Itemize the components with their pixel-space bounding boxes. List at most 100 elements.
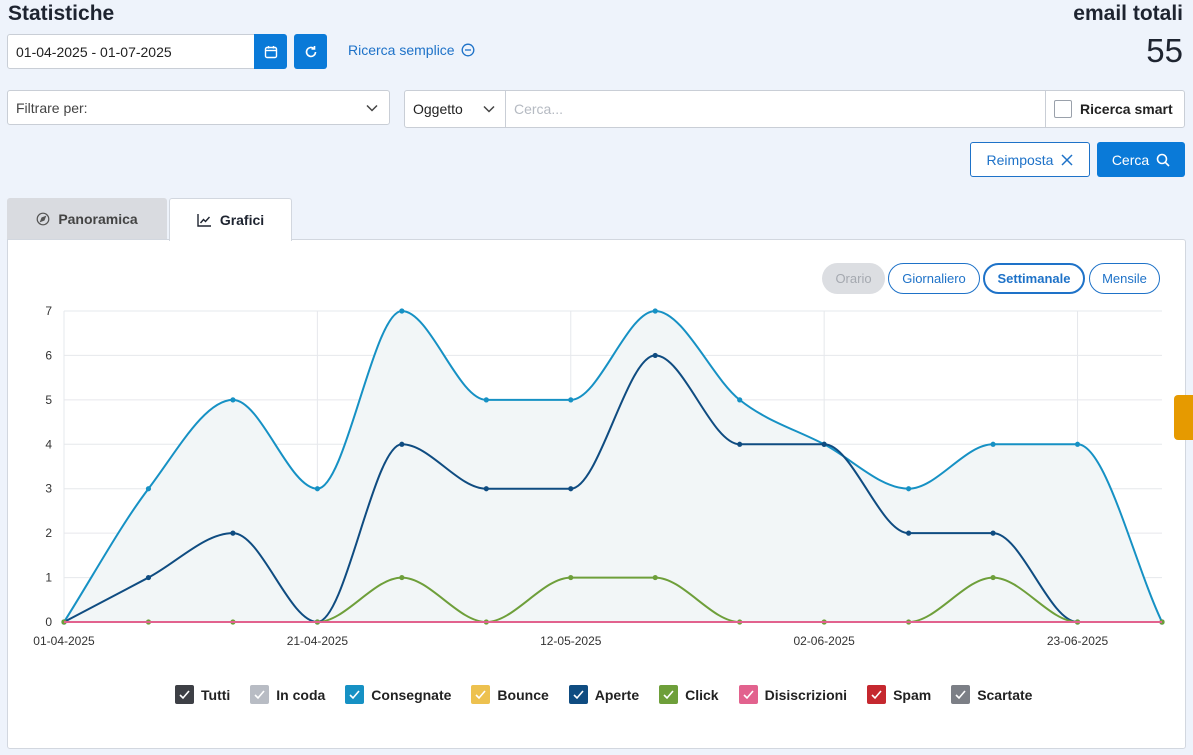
legend-label: Spam xyxy=(893,686,932,703)
filter-by-placeholder: Filtrare per: xyxy=(16,100,88,116)
data-point-aperte xyxy=(568,486,574,492)
simple-search-label: Ricerca semplice xyxy=(348,42,455,58)
y-tick-label: 2 xyxy=(45,526,52,540)
granularity-weekly-button[interactable]: Settimanale xyxy=(983,263,1085,294)
smart-search-toggle[interactable]: Ricerca smart xyxy=(1045,91,1184,127)
legend-checkbox[interactable] xyxy=(738,685,758,704)
y-tick-label: 6 xyxy=(45,348,52,362)
check-icon xyxy=(955,690,966,700)
refresh-button[interactable] xyxy=(294,34,327,69)
search-bar: Oggetto Cerca... Ricerca smart xyxy=(404,90,1185,128)
check-icon xyxy=(179,690,190,700)
granularity-hourly-button[interactable]: Orario xyxy=(822,263,885,294)
y-tick-label: 7 xyxy=(45,304,52,318)
legend-item[interactable]: Bounce xyxy=(471,685,549,704)
reset-button[interactable]: Reimposta xyxy=(970,142,1090,177)
legend-item[interactable]: Scartate xyxy=(951,685,1032,704)
calendar-button[interactable] xyxy=(254,34,287,69)
check-icon xyxy=(871,690,882,700)
page-title: Statistiche xyxy=(8,2,115,25)
legend-label: Tutti xyxy=(201,686,231,703)
data-point-consegnate xyxy=(568,397,574,403)
legend-item[interactable]: Spam xyxy=(867,685,931,704)
series-line-consegnate xyxy=(63,309,1163,623)
data-point-consegnate xyxy=(990,441,996,447)
x-tick-label: 12-05-2025 xyxy=(540,634,602,648)
data-point-aperte xyxy=(990,530,996,536)
data-point-consegnate xyxy=(652,308,658,314)
smart-search-checkbox[interactable] xyxy=(1054,100,1072,118)
legend-checkbox[interactable] xyxy=(345,685,365,704)
check-icon xyxy=(349,690,360,700)
search-button[interactable]: Cerca xyxy=(1097,142,1185,177)
compass-icon xyxy=(36,212,50,226)
y-tick-label: 3 xyxy=(45,482,52,496)
x-tick-label: 21-04-2025 xyxy=(287,634,349,648)
y-tick-label: 1 xyxy=(45,571,52,585)
x-tick-label: 01-04-2025 xyxy=(33,634,95,648)
search-button-label: Cerca xyxy=(1111,151,1150,168)
total-emails-value: 55 xyxy=(1146,32,1183,69)
tab-charts-label: Grafici xyxy=(219,212,265,228)
check-icon xyxy=(663,690,674,700)
data-point-click xyxy=(652,574,658,581)
search-field-select[interactable]: Oggetto xyxy=(405,91,506,127)
check-icon xyxy=(573,690,584,700)
y-tick-label: 5 xyxy=(45,393,52,407)
data-point-consegnate xyxy=(483,397,489,403)
data-point-consegnate xyxy=(145,486,152,492)
data-point-consegnate xyxy=(906,486,912,492)
data-point-aperte xyxy=(399,441,405,447)
tab-charts[interactable]: Grafici xyxy=(169,198,292,241)
series-line-aperte xyxy=(63,354,1162,624)
data-point-aperte xyxy=(145,574,152,581)
data-point-aperte xyxy=(821,441,827,447)
data-point-consegnate xyxy=(399,308,405,314)
search-field-value: Oggetto xyxy=(413,101,463,117)
legend-checkbox[interactable] xyxy=(568,685,588,704)
granularity-monthly-button[interactable]: Mensile xyxy=(1089,263,1160,294)
legend-checkbox[interactable] xyxy=(867,685,887,704)
legend-item[interactable]: Click xyxy=(659,685,719,704)
y-tick-label: 4 xyxy=(45,437,52,451)
legend-checkbox[interactable] xyxy=(471,685,491,704)
check-icon xyxy=(475,690,487,700)
simple-search-link[interactable]: Ricerca semplice xyxy=(348,42,475,58)
side-feedback-tab[interactable] xyxy=(1174,395,1193,440)
granularity-daily-button[interactable]: Giornaliero xyxy=(888,263,980,294)
legend-label: Consegnate xyxy=(371,686,452,703)
filter-by-select[interactable]: Filtrare per: xyxy=(7,90,390,125)
check-icon xyxy=(254,690,265,700)
data-point-click xyxy=(568,574,574,581)
tab-overview-label: Panoramica xyxy=(58,211,138,227)
legend-checkbox[interactable] xyxy=(659,685,679,704)
search-icon xyxy=(1156,153,1170,167)
date-range-input[interactable]: 01-04-2025 - 01-07-2025 xyxy=(7,34,255,69)
x-tick-label: 02-06-2025 xyxy=(793,634,855,648)
data-point-consegnate xyxy=(314,486,320,492)
legend-item[interactable]: Disiscrizioni xyxy=(738,685,848,704)
tab-overview[interactable]: Panoramica xyxy=(7,198,167,240)
legend-checkbox[interactable] xyxy=(175,685,194,704)
total-emails-label: email totali xyxy=(1073,2,1183,25)
legend-checkbox[interactable] xyxy=(250,685,270,704)
legend-item[interactable]: In coda xyxy=(250,685,325,704)
legend-item[interactable]: Tutti xyxy=(175,685,230,704)
chevron-down-icon xyxy=(483,105,495,113)
legend-checkbox[interactable] xyxy=(951,685,971,704)
legend-label: Aperte xyxy=(594,686,640,703)
check-icon xyxy=(743,690,754,700)
data-point-aperte xyxy=(230,530,236,536)
legend-item[interactable]: Aperte xyxy=(568,685,640,704)
chevron-down-icon xyxy=(366,104,378,112)
refresh-icon xyxy=(305,45,316,57)
legend-label: Disiscrizioni xyxy=(764,686,848,703)
search-input[interactable]: Cerca... xyxy=(514,101,564,117)
series-area-consegnate xyxy=(64,311,1162,622)
y-tick-label: 0 xyxy=(45,615,52,629)
data-point-consegnate xyxy=(1074,441,1081,447)
reset-button-label: Reimposta xyxy=(986,151,1054,168)
legend-label: Scartate xyxy=(977,686,1033,703)
legend-item[interactable]: Consegnate xyxy=(345,685,451,704)
minus-circle-icon xyxy=(461,43,475,57)
